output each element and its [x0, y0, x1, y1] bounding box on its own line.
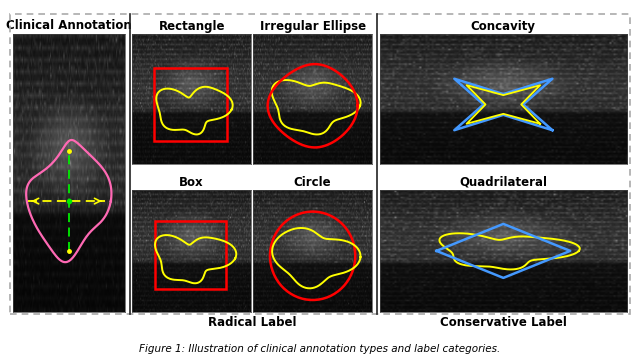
Text: Quadrilateral: Quadrilateral — [460, 176, 547, 189]
Text: Rectangle: Rectangle — [159, 20, 225, 33]
Text: Box: Box — [179, 176, 204, 189]
Text: Radical Label: Radical Label — [208, 316, 296, 329]
Text: Figure 1: Illustration of clinical annotation types and label categories.: Figure 1: Illustration of clinical annot… — [140, 344, 500, 354]
Text: Irregular Ellipse: Irregular Ellipse — [260, 20, 365, 33]
Text: Concavity: Concavity — [471, 20, 536, 33]
Text: Clinical Annotation: Clinical Annotation — [6, 19, 132, 32]
Bar — [154, 68, 227, 141]
Text: Conservative Label: Conservative Label — [440, 316, 567, 329]
Text: Circle: Circle — [294, 176, 332, 189]
Bar — [155, 221, 226, 289]
